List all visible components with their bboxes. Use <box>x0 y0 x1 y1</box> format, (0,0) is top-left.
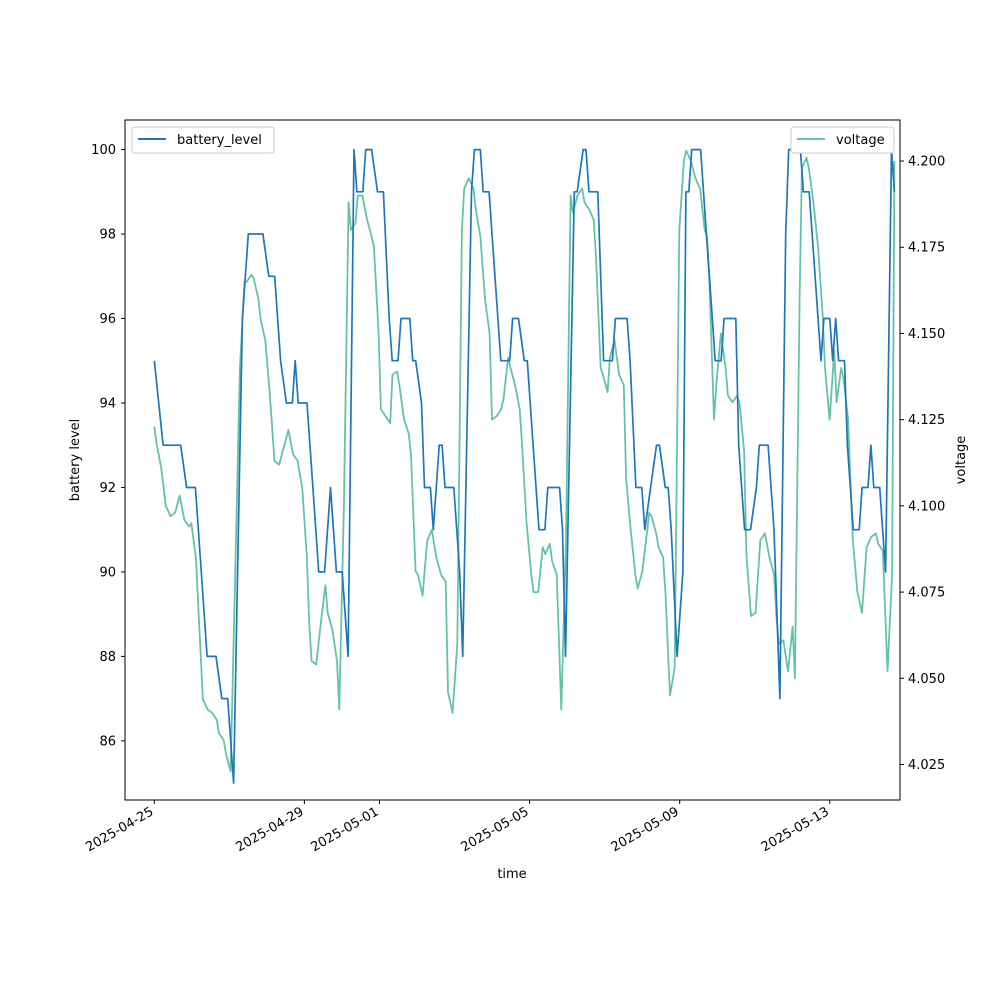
legend-left-frame <box>131 126 275 154</box>
y-left-tick-label: 86 <box>99 734 116 749</box>
y-right-tick-label: 4.125 <box>908 413 945 428</box>
series-line-voltage <box>153 149 896 773</box>
series-line-battery-level <box>153 148 896 784</box>
y-left-tick-label: 94 <box>99 396 116 411</box>
y-left-tick-label: 92 <box>99 481 116 496</box>
y-right-tick-label: 4.175 <box>908 241 945 256</box>
x-tick-label: 2025-05-05 <box>459 804 532 855</box>
y-right-tick-label: 4.150 <box>908 327 945 342</box>
y-right-tick-label: 4.050 <box>908 672 945 687</box>
x-tick-label: 2025-04-25 <box>83 804 156 855</box>
y-axis-right-label: voltage <box>954 436 969 485</box>
y-axis-left-label: battery level <box>68 419 83 502</box>
x-tick-label: 2025-04-29 <box>233 804 306 855</box>
legend-left-label: battery_level <box>177 133 262 148</box>
legend-right-frame <box>790 126 895 154</box>
x-tick-label: 2025-05-01 <box>309 804 382 855</box>
x-tick-label: 2025-05-13 <box>759 804 832 855</box>
plot-frame <box>124 119 901 801</box>
legend-right: voltage <box>790 126 895 154</box>
y-right-tick-label: 4.025 <box>908 758 945 773</box>
y-left-tick-label: 98 <box>99 228 116 243</box>
y-right-tick-label: 4.200 <box>908 155 945 170</box>
y-left-tick-label: 96 <box>99 312 116 327</box>
legend-right-label: voltage <box>836 133 885 148</box>
plot-background <box>125 120 900 800</box>
x-axis-label: time <box>497 867 526 882</box>
x-axis: 2025-04-25 2025-04-29 2025-05-01 2025-05-05… <box>83 800 832 855</box>
y-left-tick-label: 90 <box>99 565 116 580</box>
series-lines <box>153 148 896 784</box>
y-right-tick-label: 4.100 <box>908 499 945 514</box>
legend-left: battery_level <box>131 126 275 154</box>
y-axis-left: 86 88 90 92 94 96 98 100 <box>91 143 125 749</box>
x-tick-label: 2025-05-09 <box>609 804 682 855</box>
y-axis-right: 4.025 4.050 4.075 4.100 4.125 4.150 4.175 4.200 <box>900 155 945 773</box>
y-left-tick-label: 100 <box>91 143 116 158</box>
y-left-tick-label: 88 <box>99 650 116 665</box>
y-right-tick-label: 4.075 <box>908 586 945 601</box>
